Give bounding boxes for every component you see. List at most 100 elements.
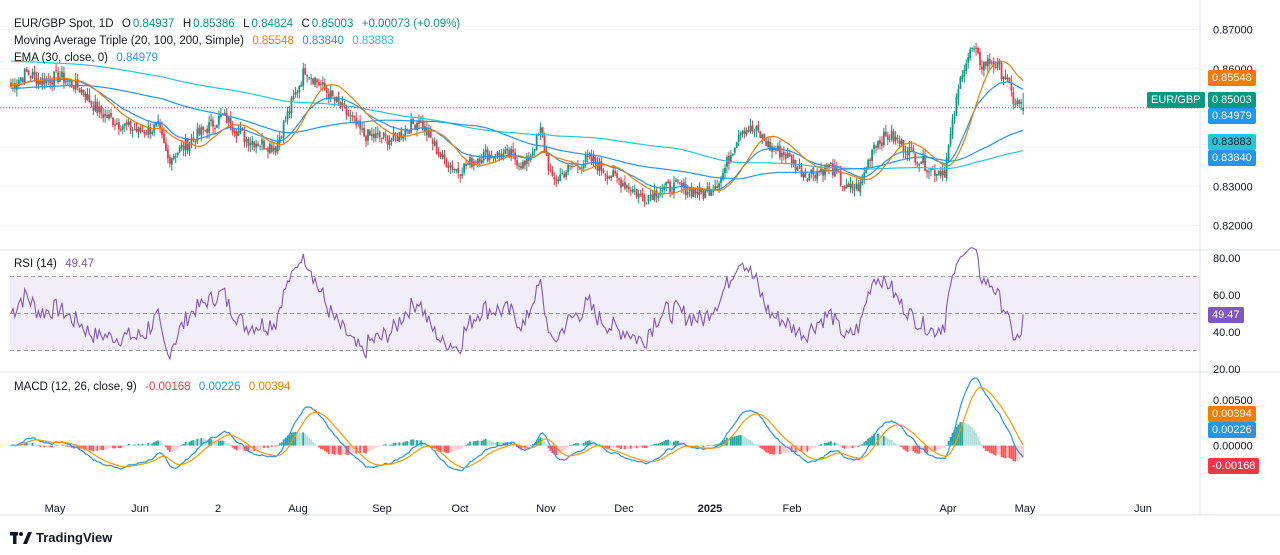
macd-hist-bar: [918, 445, 921, 454]
candle-body: [202, 126, 205, 130]
candle-body: [129, 121, 132, 131]
candle-body: [337, 96, 340, 103]
macd-hist-bar: [135, 444, 138, 446]
macd-hist-bar: [59, 445, 61, 447]
macd-hist-bar: [986, 445, 989, 452]
macd-hist-bar: [994, 445, 997, 456]
tradingview-logo[interactable]: TradingView: [10, 530, 112, 545]
macd-hist-bar: [65, 445, 67, 447]
candle-body: [265, 148, 267, 150]
candle-body: [139, 128, 142, 132]
time-axis-tick: Feb: [783, 503, 802, 515]
candle-body: [988, 58, 991, 64]
macd-hist-bar: [325, 445, 328, 453]
macd-hist-bar: [167, 445, 169, 450]
candle-body: [932, 168, 934, 170]
rsi-value-tag: 49.47: [1208, 307, 1244, 323]
macd-hist-bar: [76, 445, 79, 448]
candle-body: [186, 138, 189, 150]
macd-hist-bar: [123, 445, 126, 447]
candle-body: [478, 158, 481, 163]
macd-hist-bar: [219, 440, 222, 446]
candle-body: [898, 140, 901, 145]
candle-body: [963, 69, 966, 77]
macd-hist-bar: [988, 445, 991, 453]
candle-body: [728, 155, 730, 164]
candle-body: [418, 121, 420, 124]
macd-hist-bar: [265, 445, 267, 448]
candle-body: [176, 152, 179, 156]
rsi-label: RSI (14): [14, 258, 57, 270]
macd-hist-bar: [233, 445, 236, 450]
candle-body: [353, 115, 356, 118]
candle-body: [484, 150, 487, 153]
candle-body: [637, 193, 640, 198]
macd-hist-bar: [733, 436, 736, 446]
macd-hist-bar: [780, 445, 783, 454]
candle-body: [759, 131, 762, 138]
candle-body: [694, 188, 697, 194]
macd-hist-bar: [280, 442, 283, 446]
candle-body: [539, 127, 542, 133]
candle-body: [365, 135, 367, 142]
candle-body: [926, 170, 928, 173]
candle-body: [643, 196, 646, 203]
macd-hist-bar: [755, 444, 758, 446]
candle-body: [743, 131, 746, 134]
candle-body: [494, 157, 497, 159]
rsi-axis-tick: 20.00: [1213, 364, 1241, 376]
macd-hist-bar: [96, 445, 99, 451]
candle-body: [1002, 76, 1005, 79]
candle-body: [857, 184, 860, 192]
candle-body: [325, 87, 328, 94]
candle-body: [145, 133, 148, 135]
candle-body: [780, 153, 783, 158]
candle-body: [667, 181, 669, 184]
macd-hist-bar: [382, 444, 385, 446]
candle-body: [937, 170, 940, 175]
macd-hist-bar: [757, 445, 760, 447]
macd-hist-bar: [537, 438, 540, 446]
macd-hist-bar: [837, 443, 840, 446]
candle-body: [70, 79, 73, 87]
macd-hist-bar: [494, 442, 497, 446]
macd-hist-bar: [290, 432, 293, 446]
candle-body: [678, 182, 681, 184]
candle-body: [369, 130, 371, 136]
candle-body: [72, 86, 75, 90]
candle-body: [747, 130, 750, 133]
macd-hist-bar: [486, 440, 489, 446]
candle-body: [422, 120, 424, 130]
candle-body: [82, 89, 85, 96]
candle-body: [98, 106, 101, 113]
macd-hist-bar: [900, 445, 903, 447]
macd-hist-bar: [637, 445, 640, 448]
macd-hist-bar: [549, 445, 552, 451]
candle-body: [431, 139, 434, 144]
candle-body: [435, 141, 438, 154]
macd-hist-bar: [990, 445, 993, 454]
macd-hist-bar: [881, 436, 883, 446]
macd-hist-bar: [390, 444, 393, 446]
macd-hist-bar: [657, 443, 660, 446]
macd-hist-bar: [553, 445, 556, 455]
candle-body: [363, 127, 365, 137]
candle-body: [688, 188, 691, 191]
candle-body: [884, 131, 887, 136]
candle-body: [896, 137, 899, 140]
macd-hist-bar: [455, 445, 458, 451]
candle-body: [986, 58, 989, 67]
macd-hist-bar: [706, 445, 709, 446]
macd-hist-bar: [384, 444, 387, 446]
macd-hist-bar: [749, 440, 752, 446]
macd-hist-bar: [751, 441, 754, 446]
macd-hist-bar: [178, 445, 181, 447]
sma20-value: 0.85548: [252, 35, 294, 47]
macd-hist-bar: [859, 445, 862, 447]
candle-body: [547, 155, 550, 171]
candle-body: [631, 189, 634, 193]
macd-hist-bar: [653, 443, 656, 446]
macd-hist-bar: [404, 441, 407, 446]
macd-hist-bar: [119, 445, 122, 449]
